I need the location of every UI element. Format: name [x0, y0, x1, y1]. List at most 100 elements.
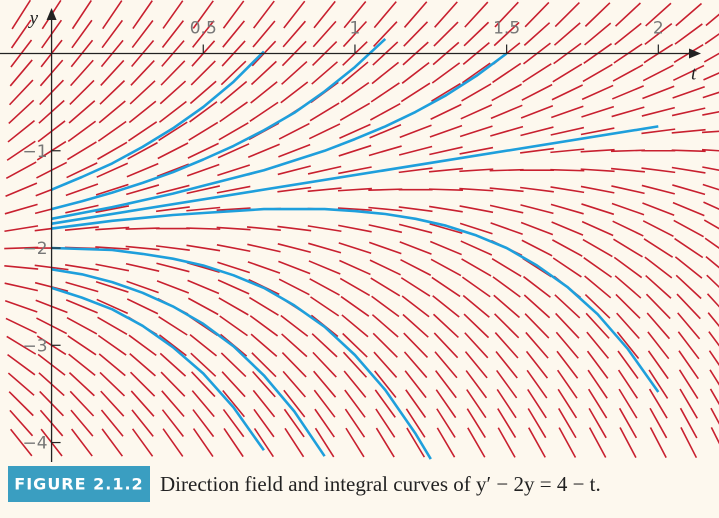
field-segment	[338, 224, 372, 233]
field-segment	[128, 100, 157, 124]
field-segment	[705, 13, 719, 27]
field-segment	[98, 353, 126, 377]
field-segment	[344, 389, 366, 418]
field-segment	[706, 293, 719, 308]
field-segment	[102, 0, 123, 30]
field-segment	[614, 275, 642, 299]
field-segment	[525, 331, 549, 359]
field-segment	[308, 260, 341, 275]
field-segment	[617, 369, 639, 399]
field-segment	[674, 23, 703, 45]
field-segment	[369, 259, 401, 276]
field-segment	[434, 1, 458, 28]
field-segment	[520, 105, 554, 119]
field-segment	[340, 295, 370, 317]
field-segment	[494, 313, 520, 339]
field-segment	[459, 187, 494, 192]
field-segment	[187, 279, 220, 295]
field-segment	[585, 312, 610, 339]
field-segment	[459, 146, 494, 155]
field-segment	[398, 145, 433, 156]
field-segment	[400, 259, 432, 276]
field-segment	[307, 187, 342, 193]
field-segment	[527, 388, 547, 419]
field-segment	[338, 166, 372, 175]
field-segment	[710, 407, 719, 425]
field-segment	[612, 64, 644, 82]
field-segment	[278, 143, 311, 158]
field-segment	[216, 244, 251, 253]
field-segment	[434, 351, 458, 379]
field-segment	[249, 101, 279, 123]
field-segment	[307, 225, 342, 233]
field-segment	[192, 0, 214, 29]
field-segment	[131, 409, 154, 437]
field-segment	[217, 261, 251, 274]
field-segment	[374, 370, 397, 398]
field-segment	[95, 183, 129, 196]
field-segment	[520, 204, 554, 215]
field-segment	[249, 315, 279, 337]
field-segment	[343, 370, 367, 398]
field-segment	[4, 282, 38, 292]
field-segment	[459, 125, 493, 138]
field-segment	[125, 245, 160, 251]
field-segment	[156, 184, 190, 195]
field-segment	[520, 186, 554, 193]
caption: Direction field and integral curves of y…	[160, 472, 601, 496]
field-segment	[581, 105, 615, 118]
field-segment	[401, 61, 430, 84]
field-segment	[71, 0, 92, 30]
field-segment	[188, 121, 219, 141]
field-segment	[314, 427, 335, 458]
field-segment	[157, 142, 189, 160]
field-segment	[460, 240, 493, 256]
field-segment	[459, 222, 493, 235]
field-segment	[466, 389, 487, 419]
field-segment	[218, 297, 249, 316]
field-segment	[374, 389, 396, 418]
field-segment	[66, 141, 97, 161]
field-segment	[98, 100, 126, 124]
field-segment	[343, 0, 367, 29]
field-segment	[490, 104, 523, 120]
field-segment	[278, 122, 310, 140]
field-segment	[461, 258, 492, 277]
field-segment	[496, 369, 518, 399]
field-segment	[616, 312, 640, 340]
field-segment	[679, 407, 698, 439]
field-segment	[588, 427, 607, 458]
field-segment	[703, 72, 719, 81]
field-segment	[584, 275, 612, 299]
field-segment	[703, 219, 719, 230]
field-segment	[220, 80, 248, 104]
field-segment	[584, 2, 611, 27]
field-segment	[247, 261, 281, 274]
field-segment	[281, 60, 308, 85]
field-segment	[550, 203, 584, 215]
field-segment	[702, 166, 719, 172]
field-segment	[311, 61, 338, 85]
field-segment	[679, 388, 698, 419]
field-segment	[521, 239, 553, 257]
field-segment	[68, 372, 95, 397]
field-segment	[130, 390, 155, 417]
field-segment	[671, 128, 706, 134]
field-segment	[492, 276, 521, 298]
field-segment	[528, 427, 546, 458]
field-segment	[403, 351, 428, 379]
field-segment	[220, 60, 247, 86]
field-segment	[645, 2, 672, 27]
field-segment	[218, 122, 249, 141]
field-segment	[129, 353, 156, 377]
field-segment	[7, 354, 36, 376]
field-segment	[489, 187, 524, 193]
field-segment	[642, 220, 674, 238]
field-segment	[677, 331, 700, 360]
field-segment	[253, 408, 275, 438]
field-segment	[526, 369, 548, 399]
field-segment	[129, 80, 156, 105]
field-segment	[4, 265, 39, 270]
field-segment	[372, 332, 398, 358]
field-segment	[497, 427, 516, 458]
